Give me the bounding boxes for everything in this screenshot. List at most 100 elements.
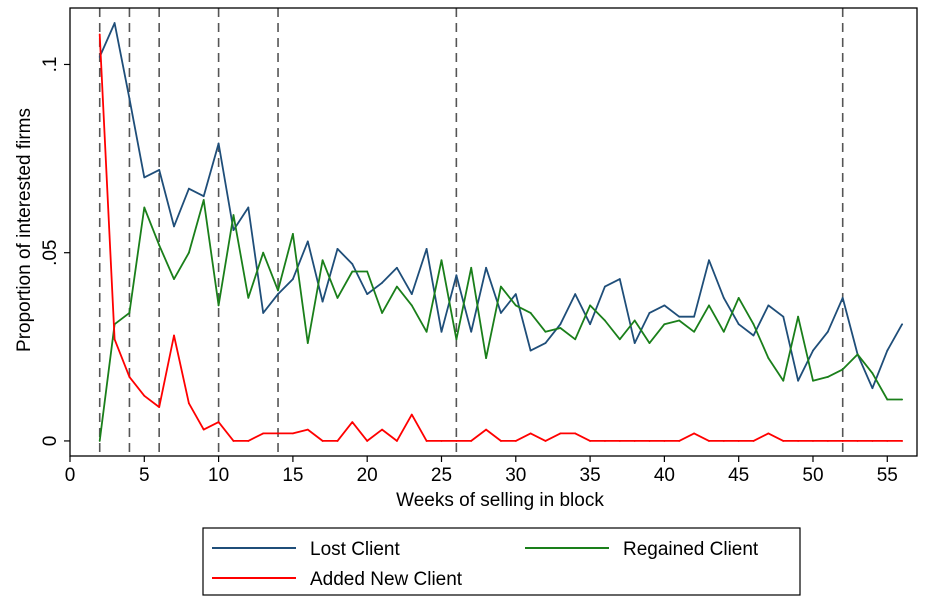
data-point-lost-client — [173, 225, 175, 228]
data-point-lost-client — [782, 315, 785, 318]
data-point-added-new-client — [633, 440, 636, 442]
data-point-lost-client — [514, 293, 517, 296]
data-point-regained-client — [826, 376, 829, 378]
data-point-added-new-client — [559, 432, 562, 435]
data-point-regained-client — [277, 289, 279, 292]
x-tick-label: 25 — [431, 465, 452, 486]
data-point-added-new-client — [336, 440, 339, 442]
data-point-added-new-client — [604, 440, 606, 442]
data-point-regained-client — [232, 214, 235, 216]
data-point-added-new-client — [173, 334, 175, 337]
data-point-added-new-client — [217, 421, 220, 424]
data-point-regained-client — [202, 199, 205, 201]
data-point-lost-client — [886, 349, 889, 352]
data-point-lost-client — [158, 168, 161, 171]
data-point-added-new-client — [574, 432, 577, 435]
data-point-regained-client — [247, 296, 250, 299]
data-point-lost-client — [143, 176, 146, 179]
x-tick-label: 40 — [654, 465, 675, 486]
data-point-lost-client — [678, 315, 681, 318]
data-point-regained-client — [396, 285, 398, 288]
data-point-lost-client — [737, 323, 740, 326]
y-tick-label: 0 — [40, 436, 61, 447]
data-point-regained-client — [901, 398, 904, 401]
data-point-regained-client — [708, 304, 710, 307]
data-point-lost-client — [648, 312, 651, 314]
x-tick-label: 0 — [65, 465, 76, 486]
data-point-lost-client — [797, 379, 800, 382]
data-point-regained-client — [128, 312, 131, 314]
data-point-added-new-client — [589, 440, 591, 442]
axes: 0 5 10 15 20 25 30 35 40 45 50 55 0 .05 .1 — [40, 7, 918, 486]
data-point-regained-client — [604, 319, 606, 322]
data-point-added-new-client — [98, 33, 101, 36]
data-point-lost-client — [425, 248, 428, 250]
data-point-lost-client — [455, 274, 458, 277]
data-point-lost-client — [247, 206, 250, 209]
data-point-lost-client — [826, 330, 829, 333]
data-point-lost-client — [663, 304, 666, 307]
data-point-regained-client — [886, 398, 889, 401]
data-point-regained-client — [529, 312, 532, 314]
data-point-added-new-client — [291, 432, 294, 435]
data-point-lost-client — [113, 22, 116, 24]
data-point-regained-client — [648, 342, 651, 344]
data-point-lost-client — [366, 293, 369, 296]
x-tick-label: 35 — [580, 465, 601, 486]
x-tick-label: 50 — [802, 465, 823, 486]
legend-label-lost-client: Lost Client — [310, 539, 400, 560]
data-point-added-new-client — [128, 376, 131, 378]
data-point-added-new-client — [618, 440, 621, 442]
y-axis-title: Proportion of interested firms — [14, 108, 35, 352]
data-point-added-new-client — [826, 440, 829, 442]
data-point-added-new-client — [648, 440, 651, 442]
data-point-lost-client — [440, 330, 443, 333]
data-point-lost-client — [618, 278, 621, 280]
data-point-lost-client — [306, 240, 309, 243]
data-point-regained-client — [336, 296, 339, 299]
data-point-added-new-client — [544, 440, 547, 442]
data-point-lost-client — [485, 266, 487, 269]
series-line-regained-client — [98, 199, 903, 442]
data-point-lost-client — [722, 296, 725, 299]
data-point-added-new-client — [232, 440, 235, 442]
data-point-added-new-client — [485, 428, 487, 431]
data-point-added-new-client — [871, 440, 874, 442]
data-point-lost-client — [351, 263, 354, 265]
data-point-added-new-client — [797, 440, 800, 442]
data-point-added-new-client — [410, 413, 413, 416]
data-point-added-new-client — [202, 428, 205, 431]
data-point-added-new-client — [440, 440, 443, 442]
data-point-regained-client — [663, 323, 666, 326]
data-point-regained-client — [217, 304, 220, 307]
data-point-regained-client — [737, 296, 740, 299]
data-point-added-new-client — [856, 440, 859, 442]
data-point-lost-client — [277, 293, 279, 296]
data-point-added-new-client — [455, 440, 458, 442]
data-point-lost-client — [633, 342, 636, 344]
x-tick-label: 15 — [282, 465, 303, 486]
data-point-regained-client — [752, 323, 755, 326]
data-point-added-new-client — [812, 440, 814, 442]
data-point-lost-client — [381, 281, 383, 284]
x-tick-label: 5 — [139, 465, 150, 486]
data-point-regained-client — [306, 342, 309, 344]
data-point-lost-client — [470, 330, 473, 333]
data-point-lost-client — [559, 323, 562, 326]
data-point-added-new-client — [722, 440, 725, 442]
data-point-added-new-client — [306, 428, 309, 431]
data-point-regained-client — [500, 285, 502, 288]
data-point-added-new-client — [529, 432, 532, 435]
data-point-added-new-client — [366, 440, 369, 442]
data-point-added-new-client — [381, 428, 383, 431]
data-point-lost-client — [291, 278, 294, 280]
data-point-added-new-client — [693, 432, 696, 435]
data-point-regained-client — [381, 312, 383, 314]
data-point-regained-client — [812, 379, 814, 382]
y-tick-label: .05 — [40, 239, 61, 265]
data-point-regained-client — [485, 357, 487, 360]
data-point-added-new-client — [500, 440, 502, 442]
data-point-lost-client — [321, 300, 324, 303]
data-point-lost-client — [202, 195, 205, 198]
